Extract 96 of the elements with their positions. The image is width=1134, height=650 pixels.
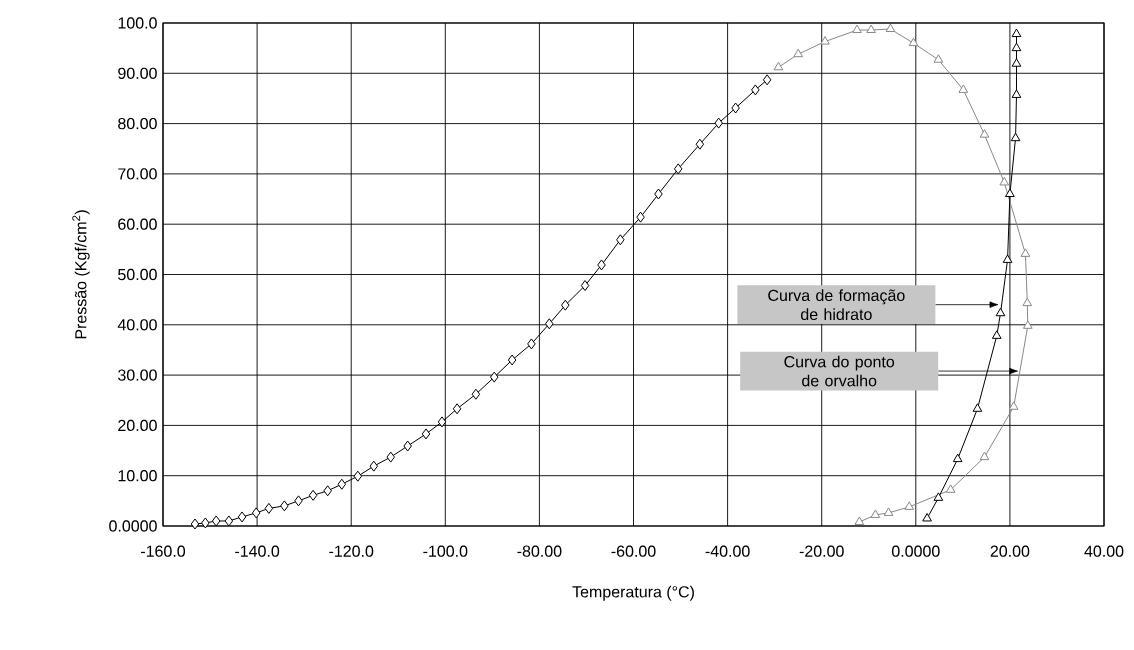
point bbox=[695, 138, 705, 150]
point bbox=[952, 453, 963, 463]
x-tick-label: -80.00 bbox=[517, 545, 562, 557]
point bbox=[870, 509, 881, 518]
x-tick-label: 0.0000 bbox=[891, 545, 940, 557]
point bbox=[1008, 401, 1019, 410]
y-tick-label: 20.00 bbox=[118, 419, 157, 432]
y-tick-label: 40.00 bbox=[117, 319, 157, 331]
point bbox=[1022, 320, 1033, 329]
point bbox=[731, 102, 740, 114]
x-tick-label: -60.00 bbox=[611, 545, 656, 557]
point bbox=[323, 485, 332, 497]
x-tick-label: -40.00 bbox=[705, 545, 750, 557]
point bbox=[1002, 254, 1013, 263]
point bbox=[452, 403, 462, 415]
x-tick-label: 20.00 bbox=[990, 545, 1030, 557]
point bbox=[852, 24, 862, 34]
point bbox=[885, 23, 896, 33]
point bbox=[369, 460, 379, 472]
point bbox=[751, 84, 760, 96]
point bbox=[979, 451, 990, 461]
point bbox=[883, 507, 894, 516]
point bbox=[714, 117, 723, 129]
point bbox=[237, 511, 247, 523]
point bbox=[224, 515, 234, 527]
point bbox=[597, 259, 606, 271]
y-tick-label: 30.00 bbox=[118, 369, 157, 381]
annotation: Curva de formação de hidrato bbox=[768, 289, 905, 321]
point bbox=[1010, 132, 1021, 142]
point bbox=[294, 495, 303, 507]
point bbox=[933, 54, 944, 63]
point bbox=[545, 318, 554, 330]
annotation: Curva do ponto de orvalho bbox=[784, 355, 895, 387]
point bbox=[854, 516, 865, 525]
point bbox=[308, 489, 318, 501]
point bbox=[353, 470, 363, 482]
x-axis-title: Temperatura (°C) bbox=[572, 585, 694, 601]
point bbox=[995, 307, 1006, 317]
point bbox=[1011, 89, 1022, 98]
point bbox=[820, 36, 830, 45]
point bbox=[1011, 58, 1022, 67]
point bbox=[471, 388, 481, 400]
point bbox=[922, 512, 932, 522]
point bbox=[190, 518, 200, 530]
point bbox=[527, 338, 536, 350]
point bbox=[979, 129, 990, 138]
point bbox=[403, 440, 412, 452]
point bbox=[958, 84, 969, 93]
point bbox=[507, 354, 517, 366]
point bbox=[972, 403, 983, 412]
point bbox=[264, 502, 274, 514]
point bbox=[386, 451, 395, 463]
point bbox=[337, 478, 347, 490]
point bbox=[1011, 42, 1022, 52]
y-tick-label: 0.0000 bbox=[109, 520, 157, 532]
x-tick-label: 40.00 bbox=[1084, 545, 1124, 557]
point bbox=[421, 428, 431, 440]
x-tick-label: -100.0 bbox=[423, 545, 468, 557]
x-tick-label: -140.0 bbox=[235, 545, 280, 557]
point bbox=[437, 416, 447, 428]
point bbox=[762, 74, 772, 86]
point bbox=[616, 234, 625, 246]
point bbox=[793, 48, 804, 58]
point bbox=[933, 492, 944, 501]
point bbox=[673, 163, 683, 175]
point bbox=[251, 507, 261, 519]
y-tick-label: 70.00 bbox=[118, 168, 157, 180]
point bbox=[904, 501, 915, 510]
point bbox=[211, 515, 221, 527]
y-tick-label: 60.00 bbox=[118, 218, 157, 230]
y-tick-label: 10.00 bbox=[118, 470, 157, 482]
point bbox=[280, 500, 289, 512]
x-tick-label: -120.0 bbox=[329, 545, 374, 557]
point bbox=[636, 211, 645, 223]
point bbox=[201, 517, 210, 529]
y-axis-title: Pressão (Kgf/cm$^{2}$) bbox=[72, 210, 90, 339]
y-tick-label: 90.00 bbox=[118, 67, 157, 79]
point bbox=[991, 330, 1002, 339]
point bbox=[1005, 188, 1015, 198]
point bbox=[773, 61, 784, 71]
x-tick-label: -160.0 bbox=[141, 545, 186, 557]
point bbox=[1022, 297, 1033, 307]
point bbox=[999, 176, 1010, 186]
point bbox=[489, 371, 499, 383]
y-tick-label: 80.00 bbox=[118, 117, 157, 130]
point bbox=[1020, 248, 1031, 257]
point bbox=[908, 37, 919, 47]
point bbox=[561, 299, 570, 311]
point bbox=[580, 280, 590, 292]
point bbox=[1011, 28, 1022, 38]
x-tick-label: -20.00 bbox=[799, 545, 844, 557]
point bbox=[945, 484, 956, 493]
y-tick-label: 100.0 bbox=[118, 17, 157, 29]
y-tick-label: 50.00 bbox=[118, 268, 157, 281]
point bbox=[866, 24, 876, 34]
point bbox=[654, 188, 663, 200]
